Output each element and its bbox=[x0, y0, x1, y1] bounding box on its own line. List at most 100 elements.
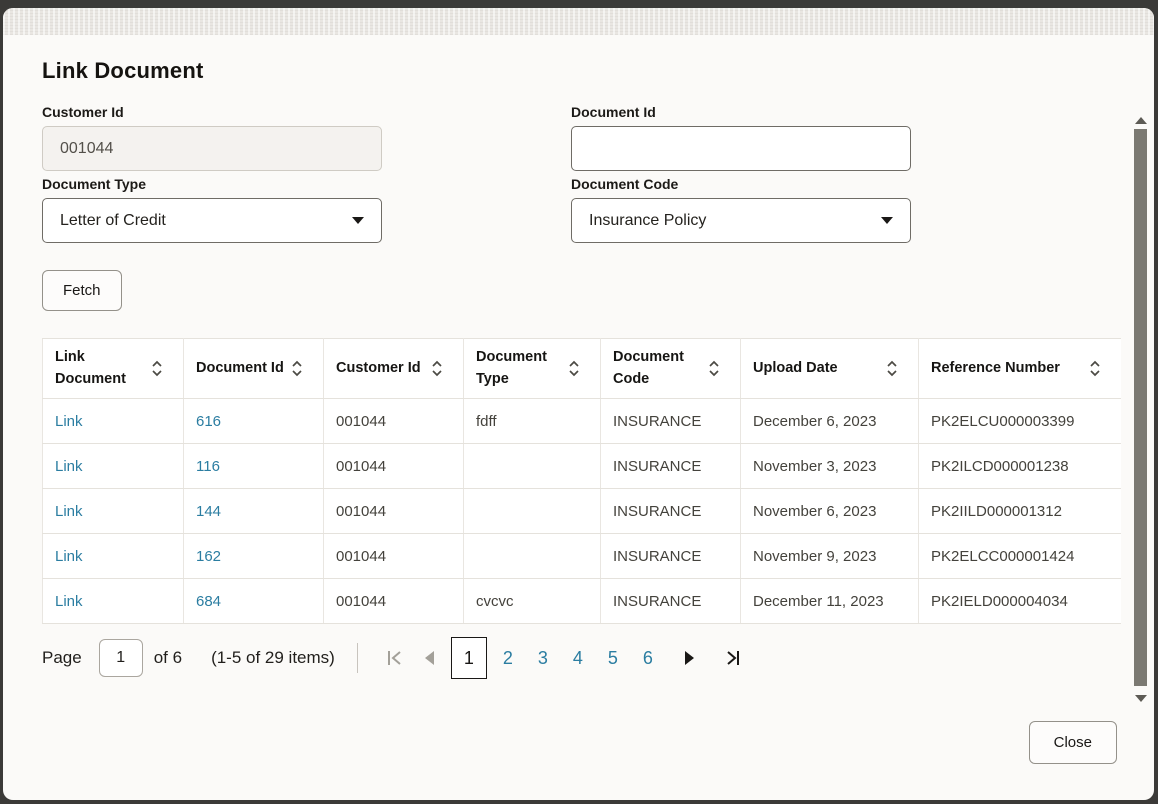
pagination-divider bbox=[356, 643, 358, 673]
document-id-link[interactable]: 616 bbox=[196, 412, 222, 430]
document-code-cell: INSURANCE bbox=[600, 578, 741, 624]
sort-icon[interactable] bbox=[568, 360, 580, 377]
last-page-icon[interactable] bbox=[719, 640, 747, 676]
next-page-icon[interactable] bbox=[676, 640, 704, 676]
col-header-upload-date[interactable]: Upload Date bbox=[740, 338, 919, 399]
link-action[interactable]: Link bbox=[55, 547, 83, 565]
sort-icon[interactable] bbox=[1089, 360, 1101, 377]
customer-id-cell: 001044 bbox=[323, 533, 464, 579]
document-type-cell bbox=[463, 443, 601, 489]
document-type-value: Letter of Credit bbox=[60, 211, 166, 229]
customer-id-input[interactable] bbox=[42, 126, 382, 171]
page-link-2[interactable]: 2 bbox=[502, 647, 513, 668]
col-header-document-id[interactable]: Document Id bbox=[183, 338, 324, 399]
pagination-bar: Page of 6 (1-5 of 29 items) 1 2 3 4 5 6 bbox=[42, 637, 1123, 679]
caret-down-icon bbox=[352, 217, 364, 224]
dialog-content: Link Document Customer Id Document Id Do… bbox=[42, 35, 1123, 679]
link-action[interactable]: Link bbox=[55, 592, 83, 610]
reference-number-cell: PK2ELCU000003399 bbox=[918, 398, 1121, 444]
items-range-label: (1-5 of 29 items) bbox=[211, 648, 335, 667]
customer-id-label: Customer Id bbox=[42, 104, 124, 120]
sort-icon[interactable] bbox=[151, 360, 163, 377]
reference-number-cell: PK2IELD000004034 bbox=[918, 578, 1121, 624]
link-action[interactable]: Link bbox=[55, 457, 83, 475]
link-action[interactable]: Link bbox=[55, 412, 83, 430]
table-row: Link 616 001044 fdff INSURANCE December … bbox=[42, 398, 1121, 444]
document-id-link[interactable]: 116 bbox=[196, 457, 220, 475]
document-type-cell bbox=[463, 488, 601, 534]
close-button[interactable]: Close bbox=[1028, 721, 1117, 764]
first-page-icon[interactable] bbox=[381, 640, 409, 676]
caret-down-icon bbox=[881, 217, 893, 224]
scroll-down-icon[interactable] bbox=[1135, 695, 1147, 702]
col-header-link-document[interactable]: Link Document bbox=[42, 338, 184, 399]
document-code-cell: INSURANCE bbox=[600, 533, 741, 579]
sort-icon[interactable] bbox=[431, 360, 443, 377]
customer-id-cell: 001044 bbox=[323, 443, 464, 489]
upload-date-cell: December 6, 2023 bbox=[740, 398, 919, 444]
table-header-row: Link Document Document Id Customer Id Do… bbox=[42, 338, 1121, 399]
document-code-value: Insurance Policy bbox=[589, 211, 707, 229]
documents-table: Link Document Document Id Customer Id Do… bbox=[42, 338, 1121, 624]
dialog-top-texture bbox=[3, 8, 1154, 35]
document-code-cell: INSURANCE bbox=[600, 443, 741, 489]
table-row: Link 684 001044 cvcvc INSURANCE December… bbox=[42, 578, 1121, 624]
document-id-link[interactable]: 684 bbox=[196, 592, 222, 610]
fetch-button[interactable]: Fetch bbox=[42, 270, 122, 311]
upload-date-cell: November 9, 2023 bbox=[740, 533, 919, 579]
page-link-3[interactable]: 3 bbox=[537, 647, 548, 668]
scrollbar-thumb[interactable] bbox=[1134, 129, 1147, 686]
search-form: Customer Id Document Id Document Type Le… bbox=[42, 104, 1123, 243]
table-row: Link 162 001044 INSURANCE November 9, 20… bbox=[42, 533, 1121, 579]
upload-date-cell: December 11, 2023 bbox=[740, 578, 919, 624]
customer-id-cell: 001044 bbox=[323, 488, 464, 534]
document-type-select[interactable]: Letter of Credit bbox=[42, 198, 382, 243]
pager-controls: 1 2 3 4 5 6 bbox=[381, 637, 747, 679]
document-id-label: Document Id bbox=[571, 104, 656, 120]
vertical-scrollbar[interactable] bbox=[1133, 111, 1149, 711]
col-header-customer-id[interactable]: Customer Id bbox=[323, 338, 464, 399]
previous-page-icon[interactable] bbox=[416, 640, 444, 676]
customer-id-field-group: Customer Id bbox=[42, 104, 382, 171]
customer-id-cell: 001044 bbox=[323, 398, 464, 444]
document-type-cell bbox=[463, 533, 601, 579]
customer-id-cell: 001044 bbox=[323, 578, 464, 624]
table-row: Link 116 001044 INSURANCE November 3, 20… bbox=[42, 443, 1121, 489]
page-of-label: of 6 bbox=[153, 648, 183, 667]
table-row: Link 144 001044 INSURANCE November 6, 20… bbox=[42, 488, 1121, 534]
link-document-dialog: Link Document Customer Id Document Id Do… bbox=[3, 8, 1154, 800]
document-code-label: Document Code bbox=[571, 176, 679, 192]
scroll-up-icon[interactable] bbox=[1135, 117, 1147, 124]
sort-icon[interactable] bbox=[886, 360, 898, 377]
document-code-cell: INSURANCE bbox=[600, 398, 741, 444]
reference-number-cell: PK2ILCD000001238 bbox=[918, 443, 1121, 489]
document-id-input[interactable] bbox=[571, 126, 911, 171]
document-type-field-group: Document Type Letter of Credit bbox=[42, 176, 382, 243]
document-id-link[interactable]: 162 bbox=[196, 547, 222, 565]
document-code-field-group: Document Code Insurance Policy bbox=[571, 176, 911, 243]
document-type-cell: cvcvc bbox=[463, 578, 601, 624]
document-type-label: Document Type bbox=[42, 176, 146, 192]
upload-date-cell: November 6, 2023 bbox=[740, 488, 919, 534]
reference-number-cell: PK2ELCC000001424 bbox=[918, 533, 1121, 579]
page-link-6[interactable]: 6 bbox=[642, 647, 653, 668]
document-id-link[interactable]: 144 bbox=[196, 502, 222, 520]
document-code-select[interactable]: Insurance Policy bbox=[571, 198, 911, 243]
page-title: Link Document bbox=[42, 58, 204, 83]
page-link-5[interactable]: 5 bbox=[607, 647, 618, 668]
document-type-cell: fdff bbox=[463, 398, 601, 444]
document-code-cell: INSURANCE bbox=[600, 488, 741, 534]
col-header-reference-number[interactable]: Reference Number bbox=[918, 338, 1121, 399]
link-action[interactable]: Link bbox=[55, 502, 83, 520]
upload-date-cell: November 3, 2023 bbox=[740, 443, 919, 489]
page-link-4[interactable]: 4 bbox=[572, 647, 583, 668]
col-header-document-code[interactable]: Document Code bbox=[600, 338, 741, 399]
sort-icon[interactable] bbox=[708, 360, 720, 377]
sort-icon[interactable] bbox=[291, 360, 303, 377]
current-page[interactable]: 1 bbox=[450, 637, 487, 679]
page-label: Page bbox=[42, 648, 82, 667]
reference-number-cell: PK2IILD000001312 bbox=[918, 488, 1121, 534]
document-id-field-group: Document Id bbox=[571, 104, 911, 171]
col-header-document-type[interactable]: Document Type bbox=[463, 338, 601, 399]
page-number-input[interactable] bbox=[98, 639, 143, 677]
